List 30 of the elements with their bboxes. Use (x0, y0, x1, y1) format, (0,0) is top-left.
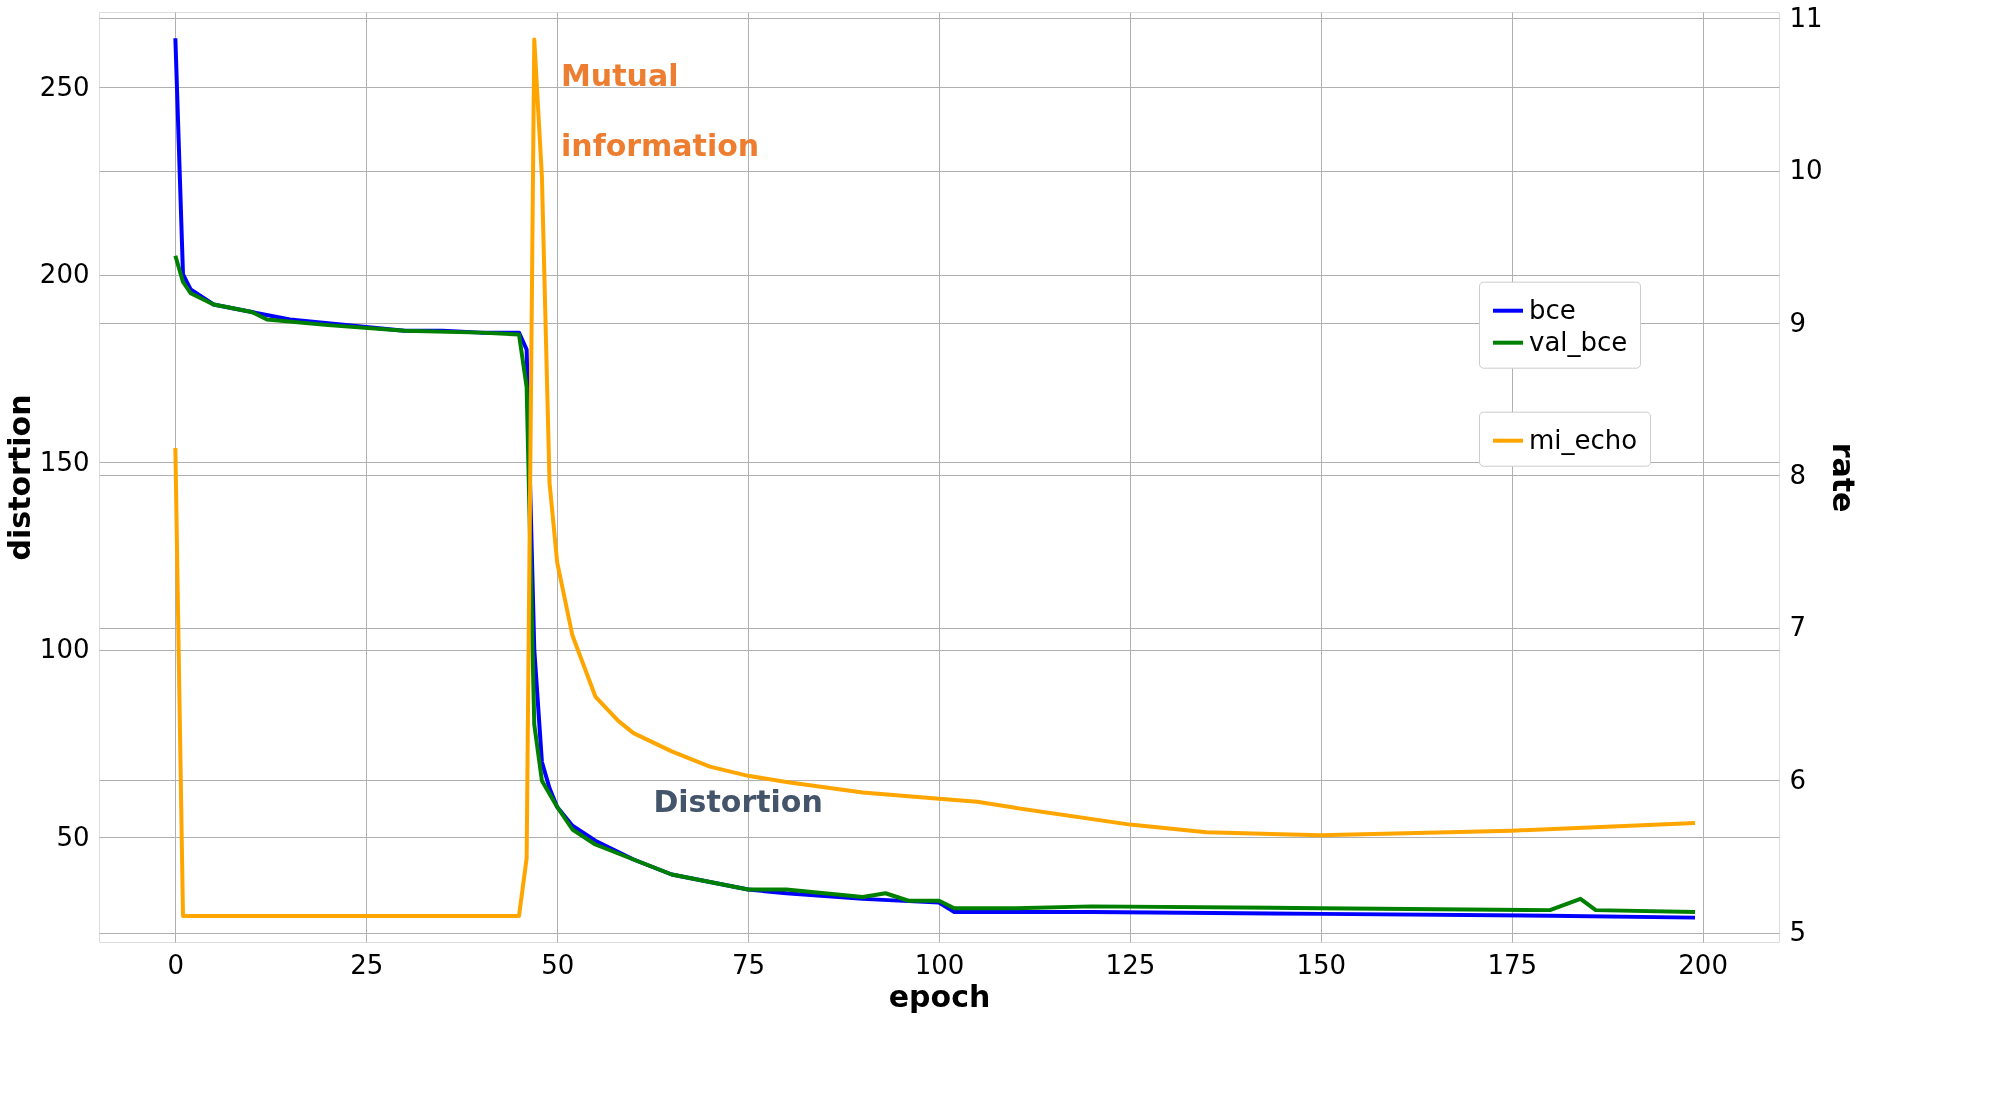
x-tick-label: 175 (1487, 949, 1538, 980)
y2-tick-label: 5 (1789, 917, 1807, 948)
x-tick-label: 150 (1296, 949, 1347, 980)
x-tick-label: 125 (1105, 949, 1156, 980)
annotation: Distortion (653, 783, 823, 819)
x-tick-label: 75 (732, 949, 766, 980)
x-tick-label: 200 (1678, 949, 1728, 980)
legend-label: mi_echo (1529, 424, 1638, 455)
y-tick-label: 150 (39, 446, 90, 477)
x-tick-label: 25 (350, 949, 384, 980)
annotation: Mutual information (561, 58, 760, 163)
y-tick-label: 200 (39, 259, 90, 289)
y2-tick-label: 11 (1789, 2, 1823, 33)
x-tick-label: 100 (914, 949, 965, 980)
y2-tick-label: 6 (1789, 764, 1807, 795)
y-tick-label: 100 (39, 634, 90, 664)
line-series (173, 253, 1697, 914)
y2-tick-label: 7 (1789, 612, 1807, 643)
x-tick-label: 0 (167, 949, 185, 980)
y2-tick-label: 10 (1789, 155, 1823, 186)
y2-tick-label: 8 (1789, 459, 1807, 490)
y-tick-label: 50 (56, 821, 90, 852)
y2-tick-label: 9 (1789, 307, 1807, 338)
legend-label: val_bce (1529, 326, 1628, 357)
y-axis-title: distortion (1, 394, 37, 561)
x-axis-title: epoch (888, 978, 991, 1014)
y-tick-label: 250 (39, 71, 90, 102)
legend-label: bce (1529, 294, 1576, 325)
x-tick-label: 50 (541, 949, 575, 980)
y2-axis-title: rate (1825, 442, 1861, 513)
